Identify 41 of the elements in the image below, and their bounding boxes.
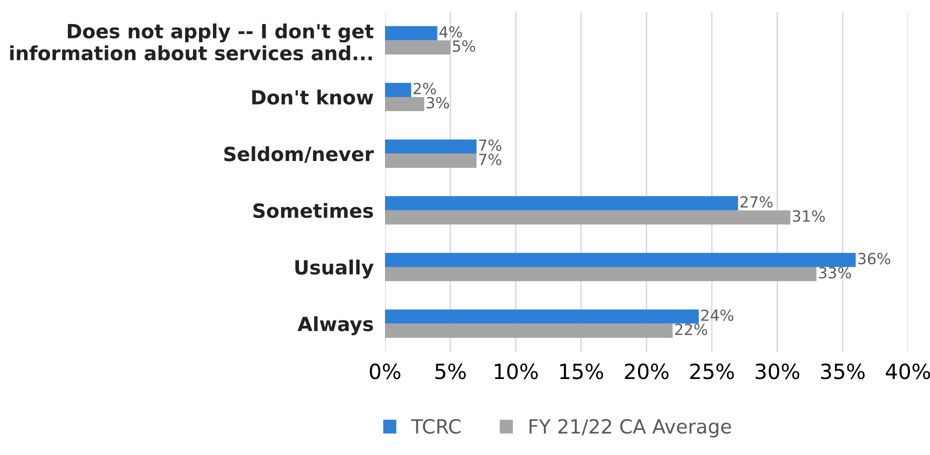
y-tick-label: Always [298, 316, 373, 336]
data-label: 24% [701, 309, 734, 322]
x-tick-label: 15% [560, 363, 604, 380]
x-tick-label: 5% [435, 363, 466, 380]
bar [385, 210, 790, 224]
data-label: 3% [426, 96, 450, 109]
bar [385, 40, 450, 54]
bar [385, 154, 477, 168]
data-label: 4% [439, 26, 462, 38]
bar [385, 310, 699, 324]
data-label: 7% [479, 154, 502, 166]
x-tick-label: 40% [886, 363, 930, 380]
bar [385, 82, 412, 97]
x-tick-label: 0% [370, 363, 400, 380]
data-label: 31% [792, 210, 825, 222]
bar [385, 140, 477, 154]
x-tick-label: 35% [821, 363, 865, 380]
bar [385, 196, 738, 210]
bar [385, 26, 438, 40]
data-label: 33% [819, 266, 851, 279]
y-tick-label: Does not apply -- I don't get information about services and... [10, 23, 374, 60]
data-label: 5% [452, 40, 476, 52]
data-label: 7% [479, 139, 502, 152]
data-label: 22% [675, 324, 708, 336]
x-tick-label: 10% [494, 363, 538, 380]
x-tick-label: 20% [624, 363, 669, 380]
bar [385, 252, 856, 267]
bar [385, 97, 424, 112]
data-label: 27% [740, 196, 773, 208]
bar [385, 267, 816, 282]
legend-label: TCRC [411, 419, 461, 434]
y-tick-label: Seldom/never [224, 146, 374, 163]
legend-label: FY 21/22 CA Average [530, 419, 732, 438]
x-tick-label: 30% [756, 363, 800, 380]
y-tick-label: Usually [295, 260, 374, 279]
y-tick-label: Don't know [252, 90, 374, 105]
y-tick-label: Sometimes [253, 202, 373, 218]
bar [385, 324, 673, 338]
data-label: 2% [414, 82, 436, 94]
data-label: 36% [858, 252, 890, 264]
x-tick-label: 25% [690, 363, 734, 380]
